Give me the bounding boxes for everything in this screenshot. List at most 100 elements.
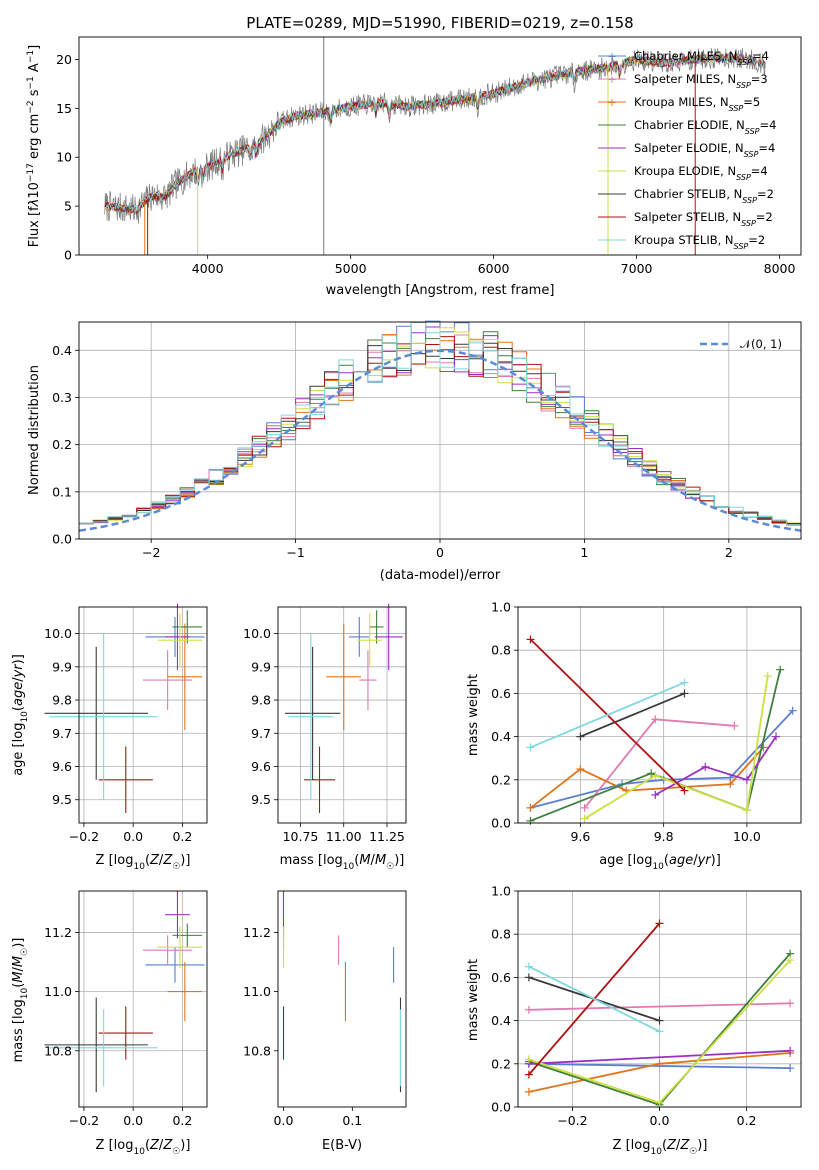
mass-ebv-ticks: 0.0 0.1 10.8 11.0 11.2 [243, 925, 362, 1128]
weight-age-xlabel: age [log10(age/yr)] [599, 853, 721, 872]
weight-z-lines [524, 919, 795, 1109]
mass-z-ylabel: mass [log10(M/M☉)] [11, 938, 30, 1063]
legend-label: Kroupa MILES, NSSP=5 [634, 95, 760, 113]
weight-z-line [528, 1049, 791, 1065]
residual-ytick-label: 0.3 [52, 390, 72, 405]
weight-age-xtick-label: 9.8 [654, 829, 674, 844]
residual-xtick-label: 2 [725, 545, 733, 560]
spectrum-ytick-label: 15 [56, 101, 72, 116]
mass-vs-ebv-panel: 0.0 0.1 10.8 11.0 11.2 E(B-V) [243, 890, 407, 1153]
residual-ytick-label: 0.0 [52, 532, 72, 547]
residual-ylabel: Normed distribution [27, 365, 42, 495]
spectrum-xtick-label: 6000 [478, 261, 510, 276]
legend-label: Salpeter ELODIE, NSSP=4 [634, 141, 775, 159]
age-mass-ytick-label: 9.7 [251, 726, 271, 741]
age-mass-xlabel: mass [log10(M/M☉)] [280, 853, 405, 872]
weight-age-ytick-label: 0.4 [491, 729, 511, 744]
weight-age-ytick-label: 0.8 [491, 643, 511, 658]
age-mass-ytick-label: 9.9 [251, 659, 271, 674]
mass-vs-z-panel: −0.2 0.0 0.2 10.8 11.0 11.2 Z [log10(Z/Z☉)] m… [11, 890, 208, 1157]
legend-label: Chabrier ELODIE, NSSP=4 [634, 118, 776, 136]
weight-age-line [580, 692, 685, 738]
weight-age-line [530, 681, 685, 749]
weight-age-line [654, 736, 777, 796]
mass-z-ytick-label: 10.8 [44, 1043, 72, 1058]
age-mass-ytick-label: 9.8 [251, 693, 271, 708]
weight-age-line [584, 675, 769, 820]
legend-label: Kroupa STELIB, NSSP=2 [634, 233, 765, 251]
spectrum-xlabel: wavelength [Angstrom, rest frame] [326, 283, 555, 298]
spectrum-xtick-label: 8000 [764, 261, 796, 276]
spectrum-lines [104, 37, 766, 255]
spectrum-title: PLATE=0289, MJD=51990, FIBERID=0219, z=0… [246, 14, 633, 32]
age-mass-ytick-label: 9.5 [251, 792, 271, 807]
age-mass-xtick-label: 10.75 [283, 829, 319, 844]
mass-ebv-ytick-label: 11.0 [243, 984, 271, 999]
age-z-xlabel: Z [log10(Z/Z☉)] [96, 853, 191, 872]
mass-z-ytick-label: 11.0 [44, 984, 72, 999]
age-z-grid [79, 607, 207, 823]
spectrum-ytick-label: 5 [64, 199, 72, 214]
mass-z-xtick-label: 0.0 [123, 1113, 143, 1128]
weight-vs-z-panel: −0.2 0.0 0.2 0.0 0.2 0.4 0.6 0.8 1.0 Z [log10(Z/… [466, 884, 802, 1157]
weight-age-grid [518, 606, 801, 824]
spectrum-xtick-label: 7000 [621, 261, 653, 276]
legend-marker: + [607, 73, 616, 86]
age-mass-xtick-label: 11.00 [326, 829, 362, 844]
weight-age-ytick-label: 0.2 [491, 772, 511, 787]
weight-z-xtick-label: 0.0 [650, 1113, 670, 1128]
mass-ebv-xtick-label: 0.1 [342, 1113, 362, 1128]
mass-ebv-ytick-label: 11.2 [243, 925, 271, 940]
spectrum-legend: + Chabrier MILES, NSSP=4 + Salpeter MILES, … [598, 49, 776, 251]
model-spectrum-line [104, 53, 766, 214]
spectrum-ytick-label: 10 [56, 150, 72, 165]
weight-z-xtick-label: −0.2 [557, 1113, 587, 1128]
weight-age-xtick-label: 10.0 [733, 829, 761, 844]
weight-age-ticks: 9.6 9.8 10.0 0.0 0.2 0.4 0.6 0.8 1.0 [491, 600, 761, 845]
age-z-ytick-label: 10.0 [44, 626, 72, 641]
age-z-ytick-label: 9.8 [52, 693, 72, 708]
mass-z-grid [79, 891, 207, 1107]
weight-age-lines [526, 635, 797, 825]
weight-z-ytick-label: 0.8 [491, 927, 511, 942]
residual-legend: 𝒩(0, 1) [700, 337, 782, 351]
residual-ticks: −2 −1 0 1 2 0.0 0.1 0.2 0.3 0.4 [52, 343, 733, 560]
age-z-xtick-label: −0.2 [69, 829, 99, 844]
age-z-ytick-label: 9.5 [52, 792, 72, 807]
mass-ebv-points [282, 891, 402, 1093]
age-mass-ticks: 10.75 11.00 11.25 9.5 9.6 9.7 9.8 9.9 10.0 [243, 626, 405, 844]
age-mass-frame [277, 606, 407, 824]
age-mass-ytick-label: 10.0 [243, 626, 271, 641]
mass-z-xtick-label: −0.2 [69, 1113, 99, 1128]
mass-z-ticks: −0.2 0.0 0.2 10.8 11.0 11.2 [44, 925, 192, 1128]
legend-label: Chabrier MILES, NSSP=4 [634, 49, 769, 67]
residual-ytick-label: 0.1 [52, 484, 72, 499]
residual-histogram [79, 321, 801, 526]
legend-label: Salpeter STELIB, NSSP=2 [634, 210, 773, 228]
weight-age-line [583, 718, 735, 809]
weight-z-line [528, 965, 660, 1033]
weight-z-ytick-label: 0.0 [491, 1100, 511, 1115]
weight-age-ytick-label: 1.0 [491, 600, 511, 615]
mass-z-ytick-label: 11.2 [44, 925, 72, 940]
legend-label: Salpeter MILES, NSSP=3 [634, 72, 768, 90]
spectrum-ytick-label: 0 [64, 248, 72, 263]
weight-vs-age-panel: 9.6 9.8 10.0 0.0 0.2 0.4 0.6 0.8 1.0 age [log10(… [466, 600, 802, 872]
residual-xtick-label: 0 [436, 545, 444, 560]
spectrum-ticks: 4000 5000 6000 7000 8000 0 5 10 15 20 [56, 52, 795, 276]
mass-ebv-xtick-label: 0.0 [274, 1113, 294, 1128]
age-z-frame [78, 606, 208, 824]
residual-xtick-label: 1 [580, 545, 588, 560]
weight-z-ylabel: mass weight [466, 959, 481, 1041]
weight-z-ytick-label: 1.0 [491, 884, 511, 899]
weight-z-ytick-label: 0.4 [491, 1013, 511, 1028]
age-mass-grid [278, 607, 406, 823]
age-vs-mass-panel: 10.75 11.00 11.25 9.5 9.6 9.7 9.8 9.9 10.0 mass … [243, 603, 407, 872]
residual-ytick-label: 0.2 [52, 437, 72, 452]
normal-legend-label: 𝒩(0, 1) [740, 337, 782, 351]
age-z-ytick-label: 9.9 [52, 659, 72, 674]
age-z-xtick-label: 0.0 [123, 829, 143, 844]
age-z-ylabel: age [log10(age/yr)] [11, 654, 30, 776]
legend-marker: + [607, 96, 616, 109]
legend-label: Kroupa ELODIE, NSSP=4 [634, 164, 768, 182]
